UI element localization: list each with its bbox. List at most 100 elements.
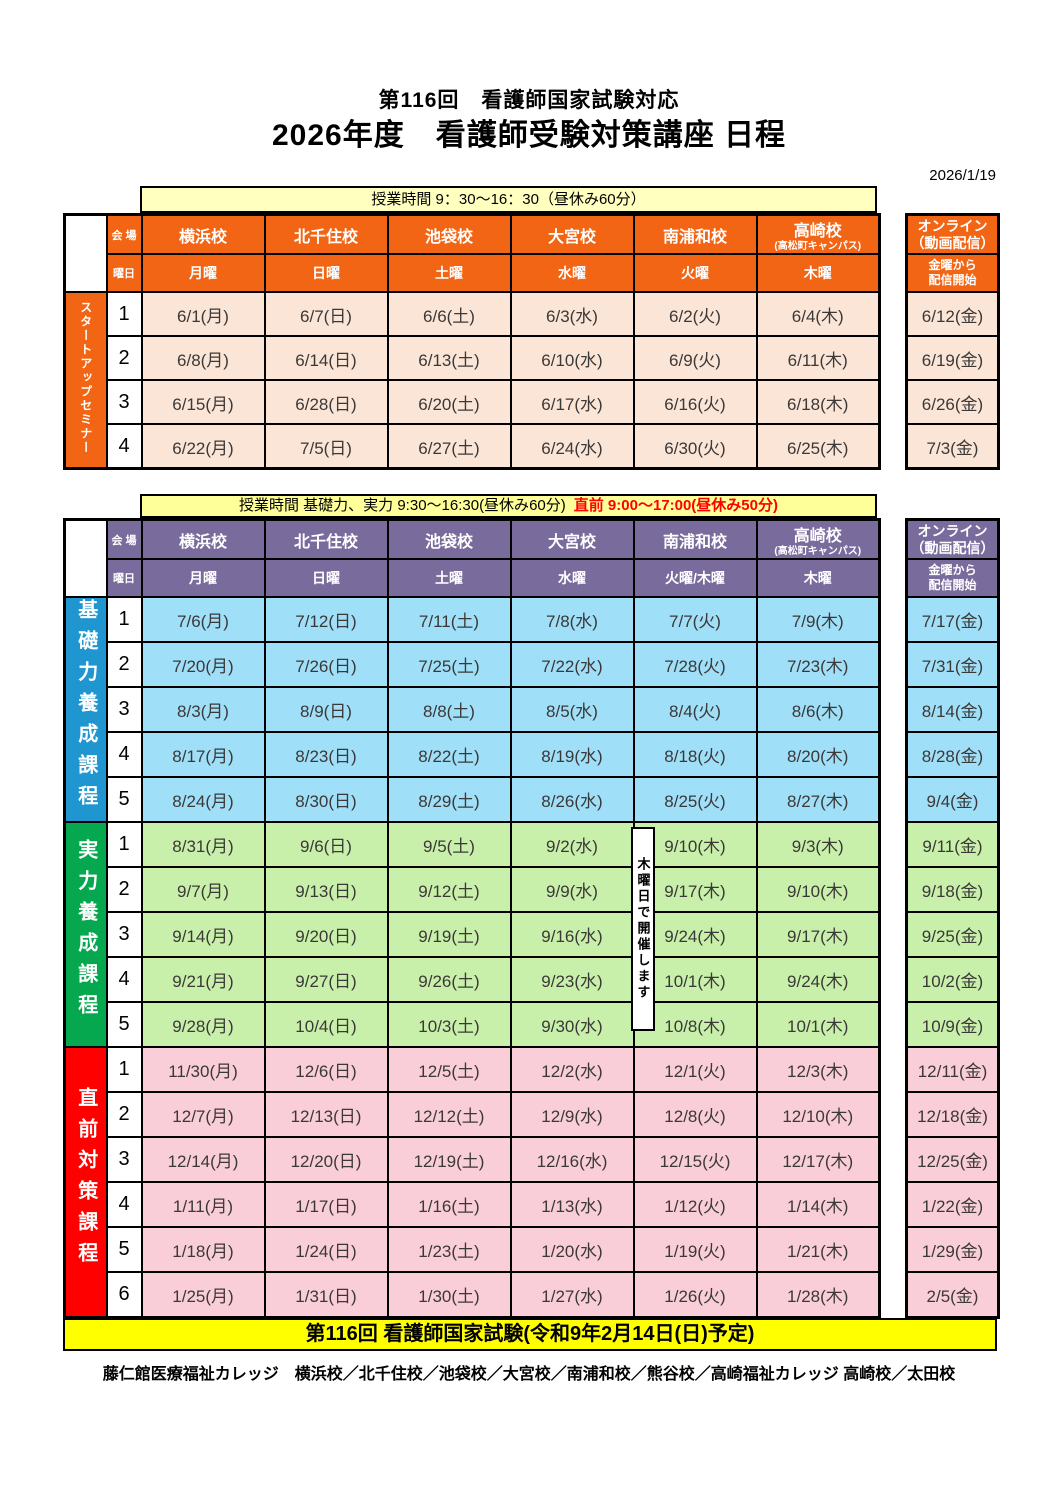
day-header: 日曜 — [263, 558, 389, 598]
section-label-startup: スタートアップセミナー — [63, 291, 108, 470]
date-cell: 9/5(土) — [386, 821, 512, 868]
page-title-line2: 2026年度 看護師受験対策講座 日程 — [271, 119, 787, 152]
section-label-kiso: 基礎力養成課程 — [63, 596, 108, 823]
day-header: 月曜 — [140, 253, 266, 293]
school-header: 池袋校 — [386, 518, 512, 560]
date-cell: 7/22(水) — [509, 641, 635, 688]
date-cell: 6/7(日) — [263, 291, 389, 337]
date-cell: 6/18(木) — [755, 379, 881, 425]
online-header-line1: オンライン — [917, 217, 988, 234]
venue-label: 会 場 — [105, 213, 143, 255]
date-cell: 6/9(火) — [632, 335, 758, 381]
date-cell: 12/5(土) — [386, 1046, 512, 1093]
school-header-takasaki: 高崎校 (高松町キャンパス) — [755, 518, 881, 560]
startup-seminar-table: 会 場 横浜校 北千住校 池袋校 大宮校 南浦和校 高崎校 (高松町キャンパス)… — [63, 213, 881, 470]
date-cell: 12/17(木) — [755, 1136, 881, 1183]
day-header: 月曜 — [140, 558, 266, 598]
date-cell: 12/15(火) — [632, 1136, 758, 1183]
day-header: 土曜 — [386, 253, 512, 293]
date-cell: 6/25(木) — [755, 423, 881, 470]
online-date-cell: 2/5(金) — [905, 1271, 1000, 1319]
date-cell: 7/9(木) — [755, 596, 881, 643]
day-label: 曜日 — [105, 253, 143, 293]
online-date-cell: 9/4(金) — [905, 776, 1000, 823]
date-cell: 6/3(水) — [509, 291, 635, 337]
date-cell: 8/17(月) — [140, 731, 266, 778]
row-number: 2 — [105, 335, 143, 381]
row-number: 3 — [105, 1136, 143, 1183]
row-number: 1 — [105, 596, 143, 643]
school-header: 大宮校 — [509, 213, 635, 255]
date-cell: 12/20(日) — [263, 1136, 389, 1183]
row-number: 2 — [105, 866, 143, 913]
online-date-cell: 9/18(金) — [905, 866, 1000, 913]
row-number: 2 — [105, 641, 143, 688]
date-cell: 6/15(月) — [140, 379, 266, 425]
date-cell: 9/2(水) — [509, 821, 635, 868]
date-cell: 9/21(月) — [140, 956, 266, 1003]
online-date-cell: 12/18(金) — [905, 1091, 1000, 1138]
date-cell: 7/26(日) — [263, 641, 389, 688]
online-subheader-line1: 金曜から — [928, 563, 977, 577]
row-number: 4 — [105, 956, 143, 1003]
section-label-chokuzen: 直前対策課程 — [63, 1046, 108, 1319]
date-cell: 6/10(水) — [509, 335, 635, 381]
date-cell: 12/1(火) — [632, 1046, 758, 1093]
day-header: 水曜 — [509, 558, 635, 598]
date-cell: 7/11(土) — [386, 596, 512, 643]
online-header: オンライン （動画配信） — [905, 213, 1000, 255]
date-cell: 9/24(木) — [755, 956, 881, 1003]
date-cell: 9/28(月) — [140, 1001, 266, 1048]
date-cell: 1/16(土) — [386, 1181, 512, 1228]
section-label-text: スタートアップセミナー — [78, 300, 93, 455]
date-cell: 1/13(水) — [509, 1181, 635, 1228]
date-cell: 9/13(日) — [263, 866, 389, 913]
school-header-takasaki: 高崎校 (高松町キャンパス) — [755, 213, 881, 255]
row-number: 5 — [105, 776, 143, 823]
row-number: 3 — [105, 379, 143, 425]
date-cell: 9/3(木) — [755, 821, 881, 868]
national-exam-bar: 第116回 看護師国家試験(令和9年2月14日(日)予定) — [63, 1318, 997, 1351]
date-cell: 12/13(日) — [263, 1091, 389, 1138]
date-cell: 8/27(木) — [755, 776, 881, 823]
online-subheader: 金曜から 配信開始 — [905, 558, 1000, 598]
date-cell: 7/6(月) — [140, 596, 266, 643]
date-cell: 12/10(木) — [755, 1091, 881, 1138]
date-cell: 9/14(月) — [140, 911, 266, 958]
date-cell: 7/28(火) — [632, 641, 758, 688]
date-cell: 6/30(火) — [632, 423, 758, 470]
date-cell: 12/12(土) — [386, 1091, 512, 1138]
date-cell: 1/21(木) — [755, 1226, 881, 1273]
date-cell: 7/5(日) — [263, 423, 389, 470]
date-cell: 1/19(火) — [632, 1226, 758, 1273]
school-header: 北千住校 — [263, 213, 389, 255]
date-cell: 7/23(木) — [755, 641, 881, 688]
date-cell: 1/20(水) — [509, 1226, 635, 1273]
school-header: 大宮校 — [509, 518, 635, 560]
row-number: 1 — [105, 1046, 143, 1093]
online-subheader-line2: 配信開始 — [928, 273, 977, 287]
online-header-line1: オンライン — [917, 522, 988, 539]
school-header: 北千住校 — [263, 518, 389, 560]
online-date-cell: 12/25(金) — [905, 1136, 1000, 1183]
online-date-cell: 7/31(金) — [905, 641, 1000, 688]
date-cell: 9/26(土) — [386, 956, 512, 1003]
online-date-cell: 12/11(金) — [905, 1046, 1000, 1093]
date-cell: 9/20(日) — [263, 911, 389, 958]
date-cell: 8/4(火) — [632, 686, 758, 733]
date-cell: 6/1(月) — [140, 291, 266, 337]
date-cell: 7/12(日) — [263, 596, 389, 643]
date-cell: 10/3(土) — [386, 1001, 512, 1048]
day-header: 火曜/木曜 — [632, 558, 758, 598]
row-number: 1 — [105, 821, 143, 868]
online-subheader: 金曜から 配信開始 — [905, 253, 1000, 293]
online-date-cell: 6/19(金) — [905, 335, 1000, 381]
school-header: 南浦和校 — [632, 213, 758, 255]
row-number: 3 — [105, 911, 143, 958]
online-date-cell: 6/26(金) — [905, 379, 1000, 425]
date-cell: 9/17(木) — [755, 911, 881, 958]
online-date-cell: 8/28(金) — [905, 731, 1000, 778]
section-label-jitsuryoku: 実力養成課程 — [63, 821, 108, 1048]
date-cell: 1/23(土) — [386, 1226, 512, 1273]
